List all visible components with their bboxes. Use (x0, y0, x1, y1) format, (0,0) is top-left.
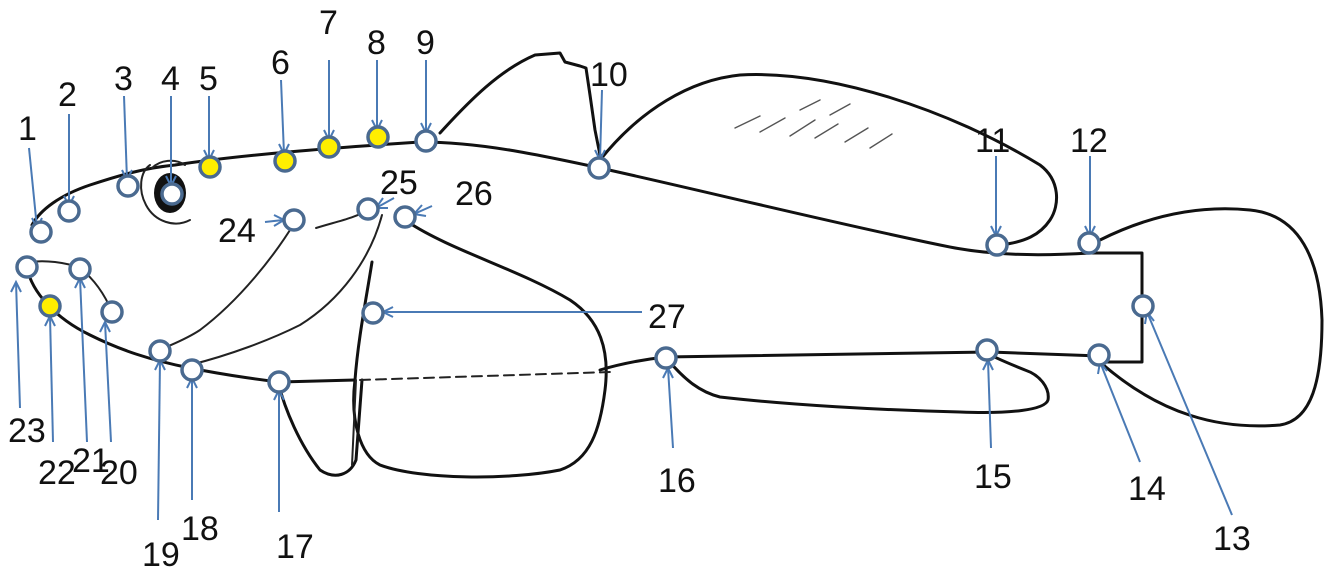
landmark-21-marker (68, 257, 92, 281)
landmark-14-marker (1087, 343, 1111, 367)
landmark-15-marker (975, 338, 999, 362)
landmark-15-label: 15 (974, 458, 1012, 496)
landmark-13-marker (1131, 294, 1155, 318)
landmark-19-label: 19 (142, 536, 180, 574)
landmark-23-label: 23 (8, 412, 46, 450)
landmark-6-marker (273, 149, 297, 173)
landmark-13-label: 13 (1213, 520, 1251, 558)
pectoral-fin (352, 220, 608, 479)
first-dorsal-fin (438, 51, 602, 157)
body-dorsal-outline (30, 140, 1144, 364)
landmark-1-label: 1 (18, 110, 37, 148)
landmark-25-marker (356, 197, 380, 221)
landmark-11-label: 11 (975, 122, 1010, 160)
second-dorsal-fin (598, 73, 1059, 247)
landmark-8-label: 8 (367, 24, 386, 62)
pelvic-fin (276, 378, 364, 477)
landmark-14-label: 14 (1128, 470, 1166, 508)
landmark-3-label: 3 (114, 60, 133, 98)
caudal-fin (1098, 207, 1324, 428)
landmark-20-marker (100, 300, 124, 324)
landmark-7-label: 7 (319, 4, 338, 42)
landmark-10-marker (587, 156, 611, 180)
landmark-26-marker (393, 205, 417, 229)
landmark-25-label: 25 (380, 164, 418, 202)
landmark-labels: 1 2 3 4 5 6 7 8 9 10 11 12 13 14 15 16 1… (8, 4, 1251, 574)
landmark-11-marker (985, 233, 1009, 257)
landmark-4-label: 4 (161, 60, 180, 98)
landmark-20-label: 20 (100, 454, 138, 492)
preoperculum-line (189, 214, 383, 366)
landmark-2-label: 2 (58, 76, 77, 114)
landmark-7-marker (317, 135, 341, 159)
landmark-18-marker (180, 358, 204, 382)
landmark-21-label: 21 (72, 442, 110, 480)
landmark-8-marker (366, 125, 390, 149)
landmark-9-label: 9 (416, 24, 435, 62)
fish-illustration (25, 51, 1324, 479)
landmark-12-marker (1077, 231, 1101, 255)
operculum-line (159, 221, 296, 351)
landmark-markers (15, 125, 1155, 394)
landmark-17-marker (267, 370, 291, 394)
landmark-24-label: 24 (218, 212, 256, 250)
landmark-9-marker (414, 129, 438, 153)
landmark-4-marker (160, 182, 184, 206)
landmark-24-marker (282, 208, 306, 232)
anal-fin (666, 350, 1050, 414)
landmark-6-label: 6 (271, 44, 290, 82)
landmark-22-label: 22 (38, 454, 76, 492)
landmark-26-label: 26 (455, 175, 493, 213)
landmark-16-label: 16 (658, 462, 696, 500)
landmark-27-marker (361, 301, 385, 325)
landmark-5-marker (198, 155, 222, 179)
landmark-5-label: 5 (199, 60, 218, 98)
landmark-23-marker (15, 255, 39, 279)
fin-ray-marks (734, 99, 893, 149)
landmark-22-marker (38, 294, 62, 318)
landmark-2-marker (57, 199, 81, 223)
landmark-3-marker (116, 174, 140, 198)
landmark-27-label: 27 (648, 298, 686, 336)
landmark-16-marker (654, 346, 678, 370)
landmark-17-label: 17 (276, 528, 314, 566)
landmark-18-label: 18 (181, 510, 219, 548)
landmark-10-label: 10 (590, 56, 628, 94)
landmark-1-marker (29, 220, 53, 244)
landmark-19-marker (148, 339, 172, 363)
landmark-arrows (10, 60, 1233, 521)
landmark-12-label: 12 (1070, 122, 1108, 160)
